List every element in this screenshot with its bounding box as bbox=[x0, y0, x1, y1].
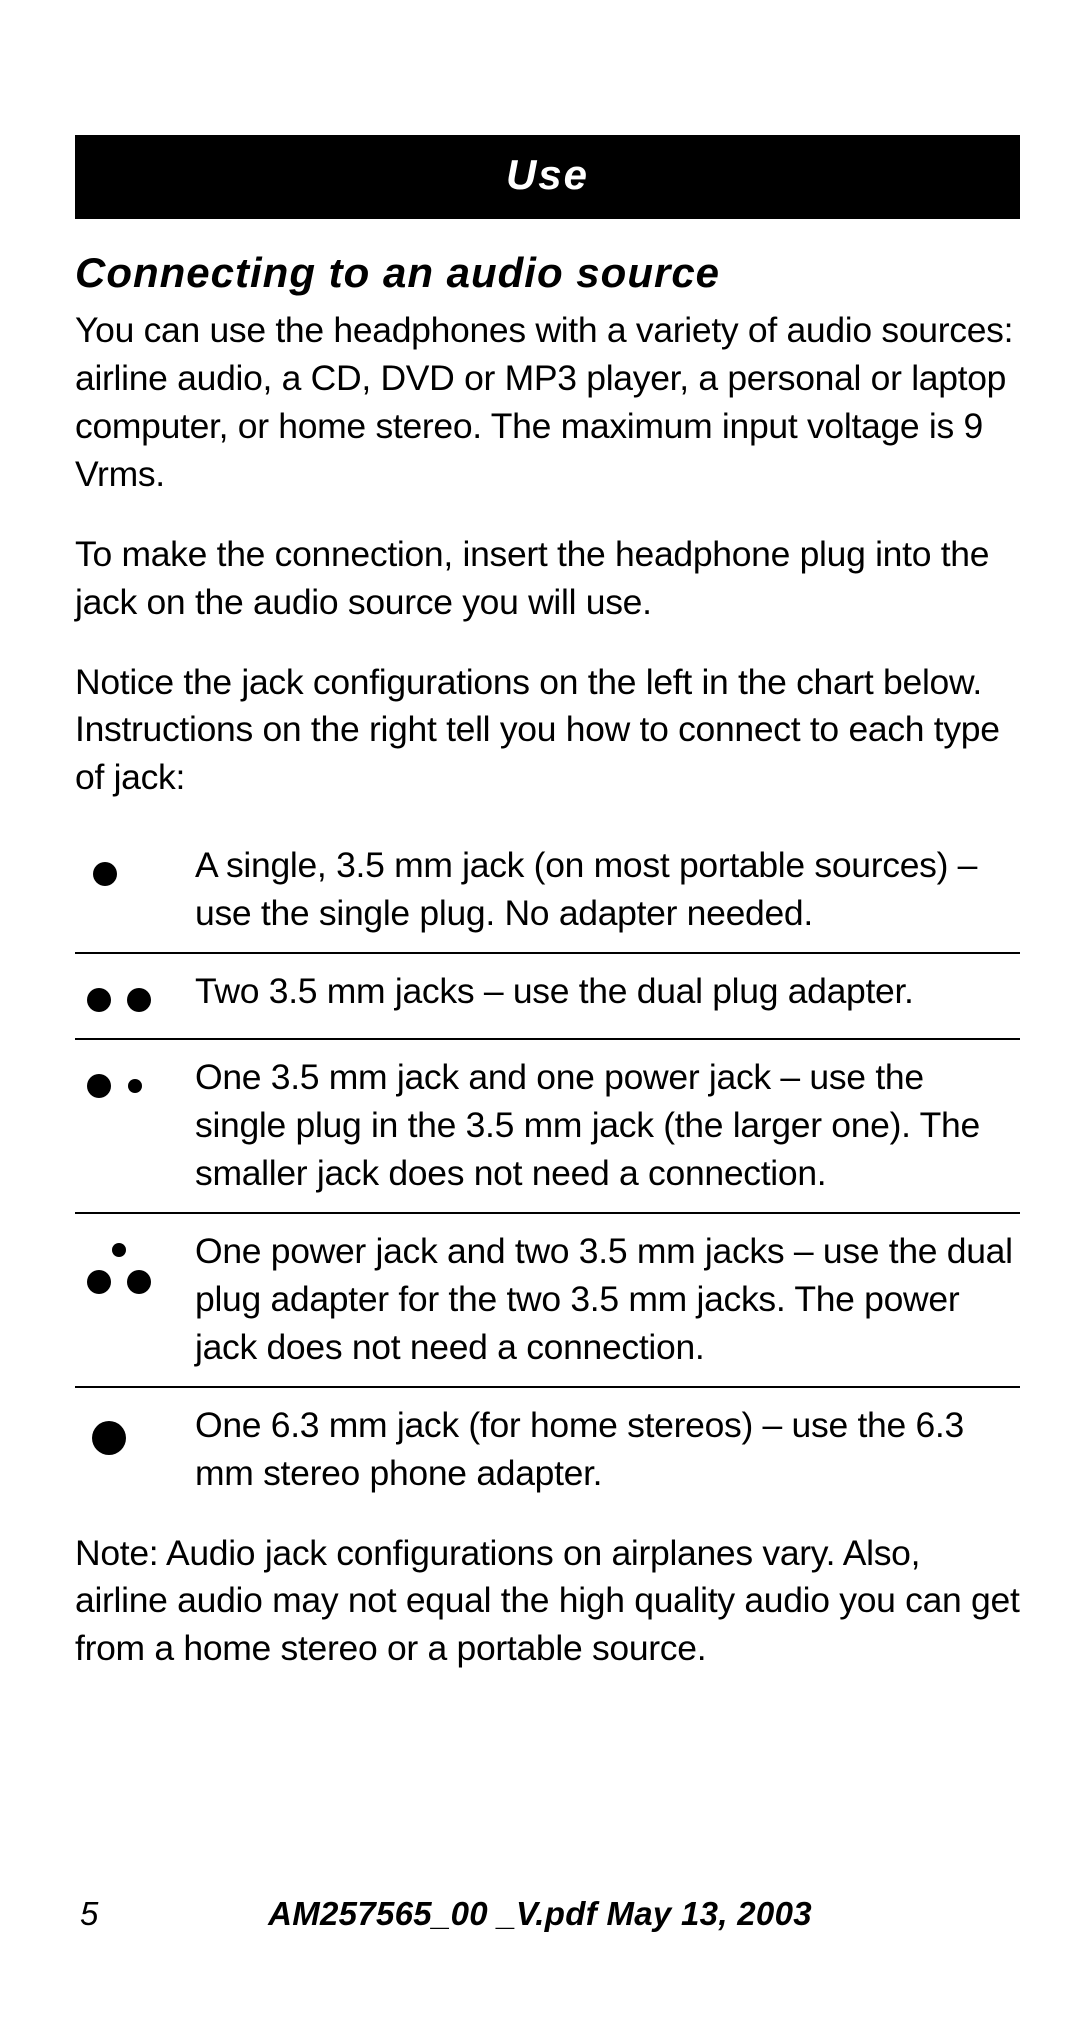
page-footer: 5 AM257565_00 _V.pdf May 13, 2003 bbox=[0, 1895, 1080, 1933]
table-row: Two 3.5 mm jacks – use the dual plug ada… bbox=[75, 954, 1020, 1040]
note-paragraph: Note: Audio jack conﬁgurations on airpla… bbox=[75, 1530, 1020, 1674]
document-page: Use Connecting to an audio source You ca… bbox=[0, 0, 1080, 2025]
table-row: One 3.5 mm jack and one power jack – use… bbox=[75, 1040, 1020, 1214]
page-number: 5 bbox=[80, 1895, 98, 1933]
jack-power-and-dual-35-icon bbox=[75, 1228, 195, 1306]
jack-row-text: One 6.3 mm jack (for home stereos) – use… bbox=[195, 1402, 1020, 1498]
jack-row-text: A single, 3.5 mm jack (on most portable … bbox=[195, 842, 1020, 938]
paragraph-connection: To make the connection, insert the headp… bbox=[75, 531, 1020, 627]
table-row: One power jack and two 3.5 mm jacks – us… bbox=[75, 1214, 1020, 1388]
jack-dual-35-icon bbox=[75, 968, 195, 1024]
jack-single-63-icon bbox=[75, 1402, 195, 1466]
jack-row-text: One power jack and two 3.5 mm jacks – us… bbox=[195, 1228, 1020, 1372]
jack-row-text: Two 3.5 mm jacks – use the dual plug ada… bbox=[195, 968, 1020, 1016]
table-row: One 6.3 mm jack (for home stereos) – use… bbox=[75, 1388, 1020, 1512]
paragraph-chart-intro: Notice the jack configurations on the le… bbox=[75, 659, 1020, 803]
paragraph-intro: You can use the headphones with a variet… bbox=[75, 307, 1020, 499]
footer-doc-info: AM257565_00 _V.pdf May 13, 2003 bbox=[268, 1895, 812, 1933]
jack-single-35-icon bbox=[75, 842, 195, 898]
section-header-title: Use bbox=[506, 151, 589, 198]
jack-35-and-power-icon bbox=[75, 1054, 195, 1110]
section-subheading: Connecting to an audio source bbox=[75, 249, 1020, 297]
jack-row-text: One 3.5 mm jack and one power jack – use… bbox=[195, 1054, 1020, 1198]
table-row: A single, 3.5 mm jack (on most portable … bbox=[75, 828, 1020, 954]
jack-configuration-table: A single, 3.5 mm jack (on most portable … bbox=[75, 828, 1020, 1511]
section-header-bar: Use bbox=[75, 135, 1020, 219]
